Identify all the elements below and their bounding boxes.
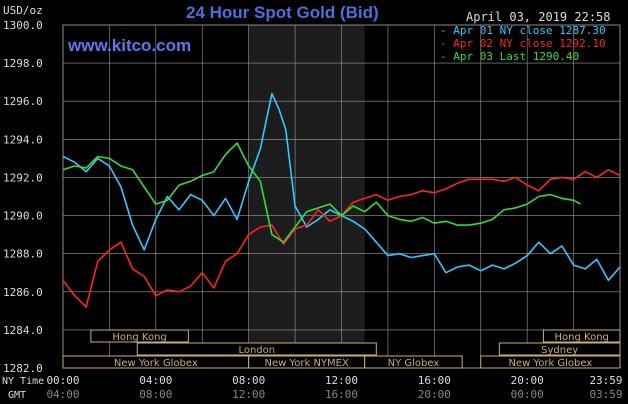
session-label: Hong Kong bbox=[112, 332, 166, 343]
series-line-0 bbox=[62, 92, 621, 282]
x-tick-label-ny: 04:00 bbox=[139, 374, 172, 387]
y-tick-label: 1294.0 bbox=[3, 133, 43, 146]
legend-label: Apr 01 NY close 1287.30 bbox=[453, 24, 606, 37]
x-tick-label-gmt: 04:00 bbox=[46, 388, 79, 401]
session-bar bbox=[498, 342, 621, 356]
legend-item-apr03: - Apr 03 Last 1290.40 bbox=[440, 50, 580, 63]
session-label: New York Globex bbox=[114, 358, 198, 369]
x-tick-label-ny: 20:00 bbox=[511, 374, 544, 387]
legend-label: Apr 03 Last 1290.40 bbox=[453, 50, 580, 63]
x-tick-label-gmt: 20:00 bbox=[418, 388, 451, 401]
y-tick-label: 1282.0 bbox=[3, 362, 43, 375]
x-tick-label-ny: 23:59 bbox=[589, 374, 622, 387]
y-tick-label: 1292.0 bbox=[3, 171, 43, 184]
y-tick-label: 1298.0 bbox=[3, 57, 43, 70]
session-bar bbox=[480, 355, 621, 369]
session-label: Sydney bbox=[541, 345, 578, 356]
y-tick-label: 1284.0 bbox=[3, 324, 43, 337]
session-label: NY Globex bbox=[388, 358, 440, 369]
x-tick-label-gmt: 12:00 bbox=[232, 388, 265, 401]
legend-item-apr02: - Apr 02 NY close 1292.10 bbox=[440, 37, 606, 50]
x-tick-label-gmt: 08:00 bbox=[139, 388, 172, 401]
session-label: New York Globex bbox=[508, 358, 592, 369]
y-tick-label: 1286.0 bbox=[3, 286, 43, 299]
y-unit-label: USD/oz bbox=[3, 4, 43, 17]
session-label: New York NYMEX bbox=[265, 358, 350, 369]
x-tick-label-gmt: 03:59 bbox=[589, 388, 622, 401]
session-highlight-band bbox=[248, 25, 365, 368]
x-tick-label-ny: 00:00 bbox=[46, 374, 79, 387]
x-tick-label-gmt: 00:00 bbox=[511, 388, 544, 401]
y-tick-label: 1288.0 bbox=[3, 248, 43, 261]
session-label: London bbox=[238, 345, 275, 356]
session-label: Hong Kong bbox=[555, 332, 609, 343]
x-axis-label-ny: NY Time bbox=[2, 376, 44, 387]
session-bar bbox=[136, 342, 377, 356]
legend-label: Apr 02 NY close 1292.10 bbox=[453, 37, 606, 50]
y-tick-label: 1290.0 bbox=[3, 210, 43, 223]
session-bar bbox=[542, 329, 621, 343]
x-axis-label-gmt: GMT bbox=[8, 390, 26, 401]
y-tick-label: 1296.0 bbox=[3, 95, 43, 108]
x-tick-label-gmt: 16:00 bbox=[325, 388, 358, 401]
site-url[interactable]: www.kitco.com bbox=[68, 36, 192, 55]
chart-datetime: April 03, 2019 22:58 bbox=[466, 10, 611, 24]
x-tick-label-ny: 16:00 bbox=[418, 374, 451, 387]
x-tick-label-ny: 12:00 bbox=[325, 374, 358, 387]
legend: - Apr 01 NY close 1287.30 - Apr 02 NY cl… bbox=[440, 24, 606, 63]
series-line-2 bbox=[62, 142, 581, 243]
session-bar bbox=[90, 329, 189, 343]
y-tick-label: 1300.0 bbox=[3, 19, 43, 32]
x-tick-label-ny: 08:00 bbox=[232, 374, 265, 387]
chart-title: 24 Hour Spot Gold (Bid) bbox=[186, 3, 379, 22]
session-bar bbox=[364, 355, 463, 369]
legend-item-apr01: - Apr 01 NY close 1287.30 bbox=[440, 24, 606, 37]
